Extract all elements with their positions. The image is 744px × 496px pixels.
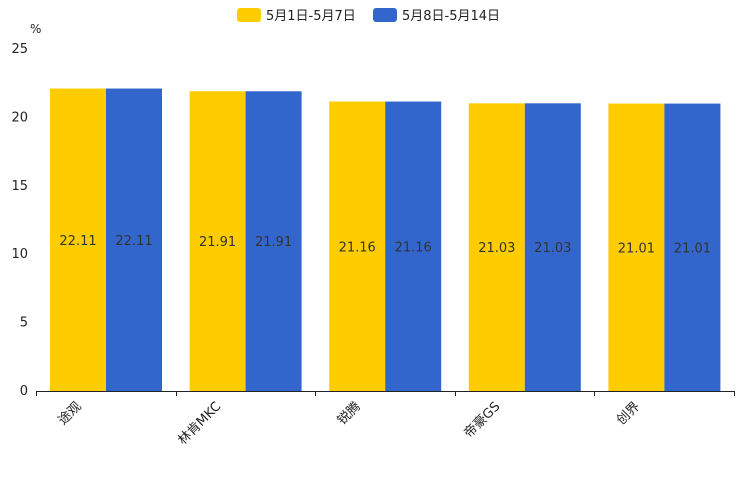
y-tick-label: 20 bbox=[11, 110, 28, 125]
legend-swatch-2[interactable] bbox=[373, 8, 397, 22]
y-tick-label: 5 bbox=[20, 316, 28, 331]
y-axis-unit: % bbox=[30, 22, 41, 36]
bar-1-5[interactable] bbox=[608, 103, 665, 392]
data-label: 21.16 bbox=[339, 240, 376, 255]
bar-2-1[interactable] bbox=[106, 88, 162, 391]
y-tick-label: 25 bbox=[11, 42, 28, 57]
y-axis: 0 5 10 15 20 25 bbox=[11, 42, 28, 399]
bar-2-4[interactable] bbox=[524, 103, 581, 391]
bar-1-1[interactable] bbox=[50, 88, 106, 391]
x-category-label: 途观 bbox=[55, 399, 85, 429]
data-label: 21.03 bbox=[534, 241, 571, 256]
x-category-label: 帝豪GS bbox=[461, 399, 504, 442]
y-tick-label: 0 bbox=[20, 384, 28, 399]
data-label: 21.01 bbox=[674, 241, 711, 256]
bar-1-2[interactable] bbox=[189, 91, 246, 391]
x-category-label: 创界 bbox=[614, 399, 643, 428]
data-label: 22.11 bbox=[115, 234, 152, 249]
legend-label-1[interactable]: 5月1日-5月7日 bbox=[266, 9, 356, 24]
x-category-label: 林肯MKC bbox=[175, 399, 224, 448]
legend-label-2[interactable]: 5月8日-5月14日 bbox=[402, 9, 500, 24]
data-label: 22.11 bbox=[59, 234, 96, 249]
data-label: 21.03 bbox=[478, 241, 515, 256]
bar-2-3[interactable] bbox=[385, 101, 442, 392]
legend: 5月1日-5月7日 5月8日-5月14日 bbox=[237, 8, 500, 24]
bar-2-2[interactable] bbox=[245, 91, 302, 391]
data-labels: 22.11 22.11 21.91 21.91 21.16 21.16 21.03 21.03… bbox=[59, 234, 711, 257]
bar-1-4[interactable] bbox=[468, 103, 525, 391]
legend-swatch-1[interactable] bbox=[237, 8, 261, 22]
bar-1-3[interactable] bbox=[329, 101, 386, 392]
bar-2-5[interactable] bbox=[664, 103, 721, 392]
y-tick-label: 15 bbox=[11, 179, 28, 194]
data-label: 21.91 bbox=[199, 235, 236, 250]
x-category-label: 锐腾 bbox=[334, 399, 364, 429]
x-axis: 途观 林肯MKC 锐腾 帝豪GS 创界 bbox=[36, 391, 735, 448]
bars bbox=[50, 88, 721, 392]
data-label: 21.91 bbox=[255, 235, 292, 250]
data-label: 21.16 bbox=[395, 240, 432, 255]
data-label: 21.01 bbox=[618, 241, 655, 256]
y-tick-label: 10 bbox=[11, 247, 28, 262]
